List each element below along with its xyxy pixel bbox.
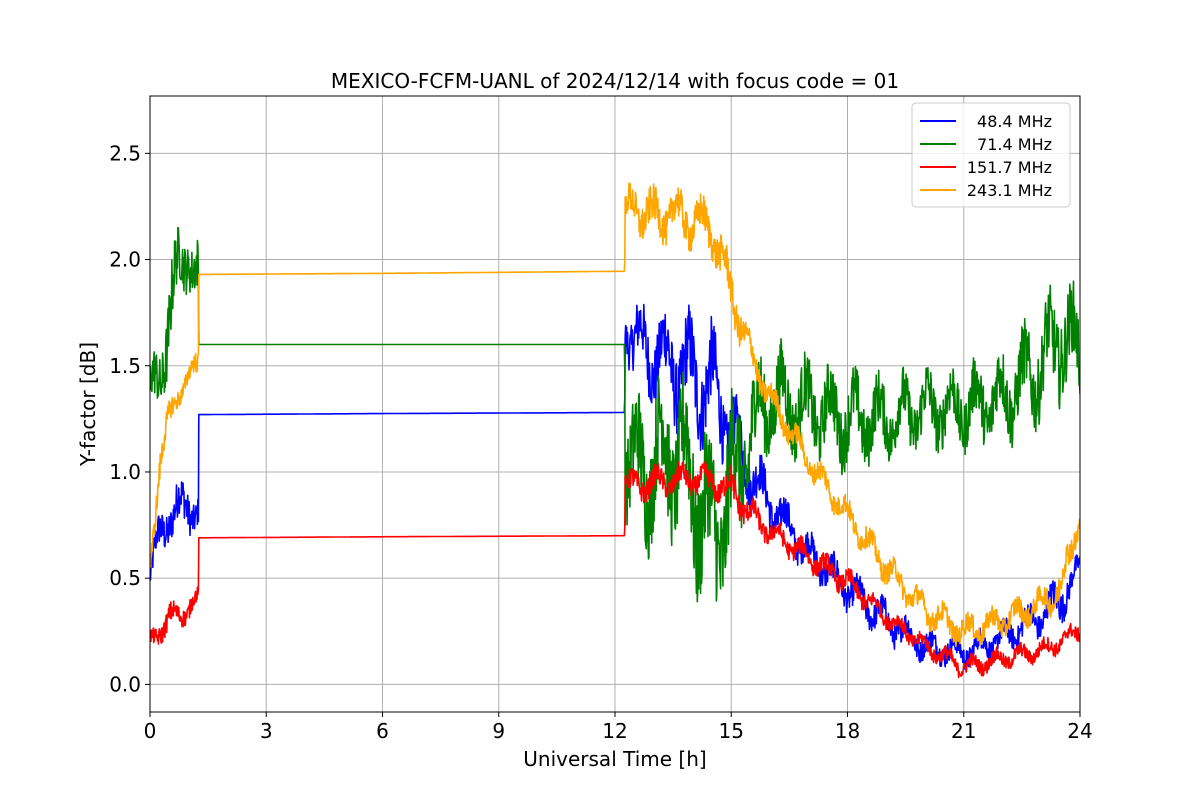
x-tick-label: 3: [260, 719, 273, 743]
x-tick-label: 9: [492, 719, 505, 743]
y-tick-label: 1.5: [109, 354, 141, 378]
x-axis-title: Universal Time [h]: [523, 747, 706, 771]
legend: 48.4 MHz 71.4 MHz 151.7 MHz 243.1 MHz: [911, 102, 1071, 208]
series-line: [150, 460, 1080, 679]
legend-label: 48.4 MHz: [977, 112, 1052, 131]
x-tick-label: 6: [376, 719, 389, 743]
legend-label: 71.4 MHz: [977, 135, 1052, 154]
y-axis-title: Y-factor [dB]: [76, 342, 100, 467]
x-tick-label: 18: [835, 719, 860, 743]
x-tick-label: 21: [951, 719, 976, 743]
plot-lines: [150, 182, 1080, 679]
y-tick-label: 1.0: [109, 460, 141, 484]
series-line: [150, 226, 1080, 603]
y-tick-label: 2.0: [109, 248, 141, 272]
chart-title: MEXICO-FCFM-UANL of 2024/12/14 with focu…: [331, 69, 899, 93]
legend-box: [911, 102, 1071, 208]
y-tick-label: 0.0: [109, 672, 141, 696]
x-tick-label: 12: [602, 719, 627, 743]
legend-label: 243.1 MHz: [967, 181, 1052, 200]
y-tick-label: 0.5: [109, 566, 141, 590]
legend-label: 151.7 MHz: [967, 158, 1052, 177]
x-tick-label: 0: [144, 719, 157, 743]
x-tick-label: 15: [719, 719, 744, 743]
series-line: [150, 182, 1080, 648]
y-tick-label: 2.5: [109, 141, 141, 165]
x-tick-label: 24: [1067, 719, 1092, 743]
axis-ticks: 0 3 6 9 12 15 18 21 24 0.0 0.5 1.0 1.5 2.0 2.5: [109, 141, 1093, 743]
